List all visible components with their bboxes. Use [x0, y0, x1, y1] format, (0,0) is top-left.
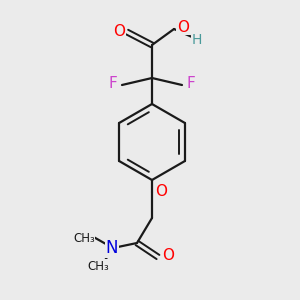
Text: O: O — [155, 184, 167, 200]
Text: O: O — [162, 248, 174, 263]
Text: H: H — [192, 33, 202, 47]
Text: O: O — [177, 20, 189, 34]
Text: F: F — [187, 76, 195, 92]
Text: O: O — [113, 23, 125, 38]
Text: CH₃: CH₃ — [73, 232, 95, 244]
Text: F: F — [109, 76, 117, 92]
Text: CH₃: CH₃ — [87, 260, 109, 272]
Text: N: N — [106, 239, 118, 257]
